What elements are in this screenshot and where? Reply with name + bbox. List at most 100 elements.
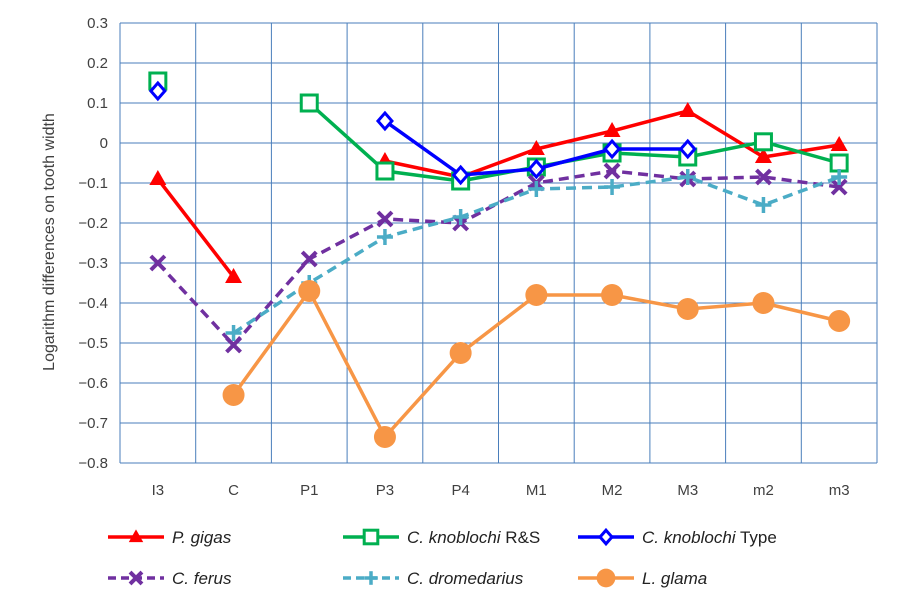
marker-stroke xyxy=(376,210,394,228)
y-tick-label: −0.5 xyxy=(78,335,108,352)
data-point xyxy=(601,284,624,306)
legend-entry: C. dromedarius xyxy=(343,569,524,588)
data-point xyxy=(299,93,319,113)
data-point xyxy=(376,210,394,228)
y-tick-label: −0.6 xyxy=(78,375,108,392)
data-point xyxy=(603,138,622,160)
data-point xyxy=(452,209,469,225)
y-axis-title: Logarithm differences on tooth width xyxy=(41,113,58,371)
data-point xyxy=(525,284,548,306)
data-point xyxy=(830,136,848,151)
data-point xyxy=(527,140,545,155)
x-tick-label: P4 xyxy=(451,482,469,499)
legend-label: C. knoblochi Type xyxy=(642,528,777,547)
data-point xyxy=(148,80,167,102)
x-tick-label: M3 xyxy=(677,482,698,499)
grid xyxy=(119,22,878,464)
data-point xyxy=(603,162,621,180)
data-point xyxy=(678,138,697,160)
x-tick-label: P3 xyxy=(376,482,394,499)
legend-entry: P. gigas xyxy=(108,528,232,547)
data-point xyxy=(149,254,167,272)
legend-label-part: C. ferus xyxy=(172,569,232,588)
x-tick-label: P1 xyxy=(300,482,318,499)
marker-stroke xyxy=(149,254,167,272)
data-point xyxy=(222,384,245,406)
series-line xyxy=(156,177,235,279)
data-point xyxy=(298,280,321,302)
y-tick-label: 0.3 xyxy=(87,15,108,32)
legend-label: L. glama xyxy=(642,569,707,588)
data-point xyxy=(604,179,621,195)
legend-label-part: C. knoblochi xyxy=(407,528,502,547)
data-point xyxy=(375,110,394,132)
marker-stroke xyxy=(300,250,318,268)
y-tick-label: 0.1 xyxy=(87,95,108,112)
y-tick-label: −0.1 xyxy=(78,175,108,192)
y-tick-label: −0.3 xyxy=(78,255,108,272)
series-4 xyxy=(225,169,848,341)
data-point xyxy=(449,342,472,364)
y-tick-label: 0.2 xyxy=(87,55,108,72)
legend-marker xyxy=(596,568,616,588)
legend-marker xyxy=(598,527,614,547)
data-point xyxy=(603,122,621,137)
data-point xyxy=(831,169,848,185)
data-point xyxy=(225,336,242,354)
marker-stroke xyxy=(603,162,621,180)
y-tick-label: −0.4 xyxy=(78,295,108,312)
x-tick-label: m3 xyxy=(829,482,850,499)
data-point xyxy=(375,161,395,181)
data-point xyxy=(528,181,545,197)
legend-label: C. ferus xyxy=(172,569,232,588)
data-point xyxy=(225,268,243,283)
marker-stroke xyxy=(755,168,772,186)
x-tick-label: C xyxy=(228,482,239,499)
y-tick-label: −0.2 xyxy=(78,215,108,232)
legend: P. gigas C. knoblochi R&S C. knoblochi Typ… xyxy=(108,527,777,588)
series-5 xyxy=(222,280,851,448)
legend-label: C. knoblochi R&S xyxy=(407,528,540,547)
legend-entry: C. ferus xyxy=(108,569,232,588)
data-point xyxy=(828,310,851,332)
legend-label-part: R&S xyxy=(501,528,541,547)
legend-entry: L. glama xyxy=(578,568,707,588)
series-2 xyxy=(148,80,697,186)
legend-label-part: L. glama xyxy=(642,569,707,588)
y-tick-label: −0.7 xyxy=(78,415,108,432)
legend-label-part: C. knoblochi xyxy=(642,528,737,547)
legend-marker xyxy=(128,529,144,543)
legend-label: P. gigas xyxy=(172,528,232,547)
x-tick-label: M2 xyxy=(602,482,623,499)
data-point xyxy=(527,158,546,180)
data-point xyxy=(754,148,772,163)
data-point xyxy=(373,426,396,448)
legend-marker xyxy=(128,570,144,586)
legend-entry: C. knoblochi Type xyxy=(578,527,777,547)
data-point xyxy=(451,164,470,186)
data-point xyxy=(679,169,696,185)
legend-marker xyxy=(364,571,378,585)
x-tick-label: m2 xyxy=(753,482,774,499)
y-tick-label: −0.8 xyxy=(78,455,108,472)
data-point xyxy=(755,168,772,186)
data-point xyxy=(752,292,775,314)
data-point xyxy=(753,132,773,152)
marker-stroke xyxy=(128,570,144,586)
data-point xyxy=(376,229,393,245)
data-point xyxy=(300,250,318,268)
data-point xyxy=(679,102,697,117)
legend-label-part: C. dromedarius xyxy=(407,569,524,588)
series-3 xyxy=(149,162,848,354)
series-line xyxy=(232,175,840,335)
legend-marker xyxy=(362,528,380,546)
y-tick-label: 0 xyxy=(100,135,108,152)
data-point xyxy=(149,170,167,185)
y-tick-labels: −0.8 −0.7 −0.6 −0.5 −0.4 −0.3 −0.2 −0.1 0 0.1 0.2 0… xyxy=(78,15,108,472)
data-point xyxy=(755,197,772,213)
data-point xyxy=(830,178,848,196)
data-point xyxy=(225,325,242,341)
data-series xyxy=(148,71,851,448)
x-tick-labels: I3 C P1 P3 P4 M1 M2 M3 m2 m3 xyxy=(152,482,850,499)
